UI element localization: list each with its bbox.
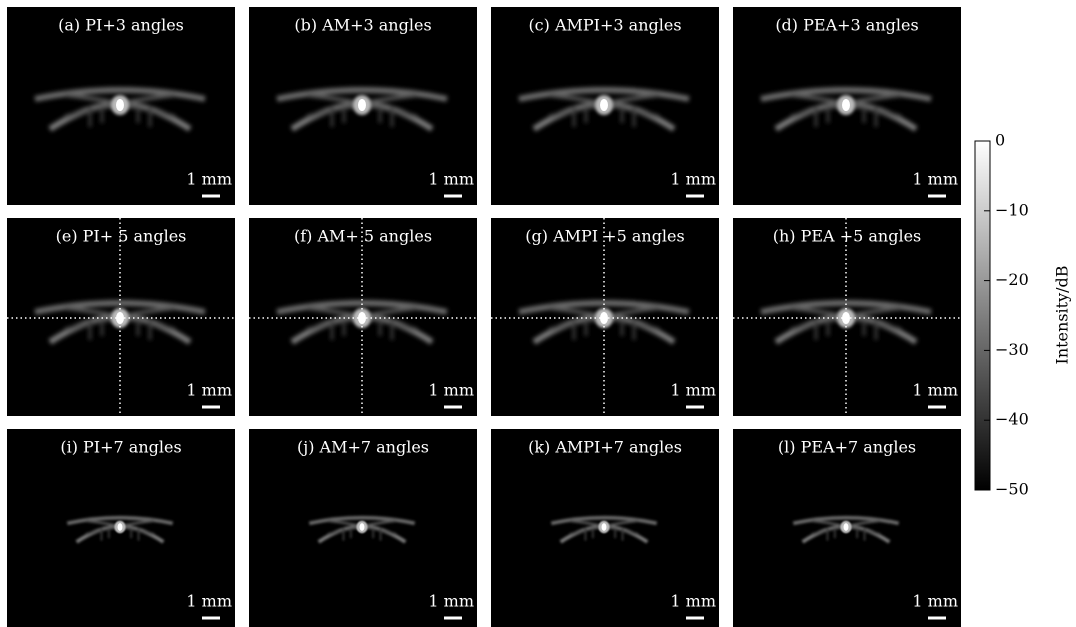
panel-title: (c) AMPI+3 angles — [528, 16, 681, 35]
panel-title: (f) AM+ 5 angles — [294, 227, 432, 246]
panel: (d) PEA+3 angles 1 mm — [733, 7, 961, 205]
scale-label: 1 mm — [670, 170, 716, 189]
scale-label: 1 mm — [186, 592, 232, 611]
colorbar-tick-label: −30 — [995, 340, 1029, 359]
panel: (b) AM+3 angles 1 mm — [249, 7, 477, 205]
panel-title: (l) PEA+7 angles — [778, 438, 916, 457]
panel: (j) AM+7 angles 1 mm — [249, 429, 477, 627]
panel-title: (h) PEA +5 angles — [773, 227, 922, 246]
scale-label: 1 mm — [912, 170, 958, 189]
scale-label: 1 mm — [186, 170, 232, 189]
colorbar-tick-label: −10 — [995, 200, 1029, 219]
panel-title: (a) PI+3 angles — [58, 16, 184, 35]
panel-title: (b) AM+3 angles — [294, 16, 431, 35]
scale-label: 1 mm — [912, 381, 958, 400]
scale-label: 1 mm — [186, 381, 232, 400]
panel-title: (e) PI+ 5 angles — [56, 227, 187, 246]
panel-title: (j) AM+7 angles — [297, 438, 429, 457]
panel: (l) PEA+7 angles 1 mm — [733, 429, 961, 627]
panel: (e) PI+ 5 angles 1 mm — [7, 218, 235, 416]
panel: (c) AMPI+3 angles 1 mm — [491, 7, 719, 205]
scale-label: 1 mm — [670, 592, 716, 611]
colorbar-tick-label: −50 — [995, 480, 1029, 499]
scale-label: 1 mm — [428, 170, 474, 189]
panel: (k) AMPI+7 angles 1 mm — [491, 429, 719, 627]
scale-label: 1 mm — [670, 381, 716, 400]
scale-label: 1 mm — [428, 592, 474, 611]
panel-title: (g) AMPI +5 angles — [525, 227, 684, 246]
scale-label: 1 mm — [912, 592, 958, 611]
panel-title: (d) PEA+3 angles — [775, 16, 918, 35]
panel: (f) AM+ 5 angles 1 mm — [249, 218, 477, 416]
colorbar-tick-label: −20 — [995, 270, 1029, 289]
colorbar-label: Intensity/dB — [1053, 265, 1072, 364]
colorbar — [974, 140, 991, 491]
panel-title: (k) AMPI+7 angles — [528, 438, 682, 457]
panel: (h) PEA +5 angles 1 mm — [733, 218, 961, 416]
panel: (i) PI+7 angles 1 mm — [7, 429, 235, 627]
colorbar-tick-label: −40 — [995, 410, 1029, 429]
panel: (g) AMPI +5 angles 1 mm — [491, 218, 719, 416]
scale-label: 1 mm — [428, 381, 474, 400]
colorbar-tick-label: 0 — [995, 131, 1005, 150]
panel: (a) PI+3 angles 1 mm — [7, 7, 235, 205]
panel-title: (i) PI+7 angles — [60, 438, 181, 457]
